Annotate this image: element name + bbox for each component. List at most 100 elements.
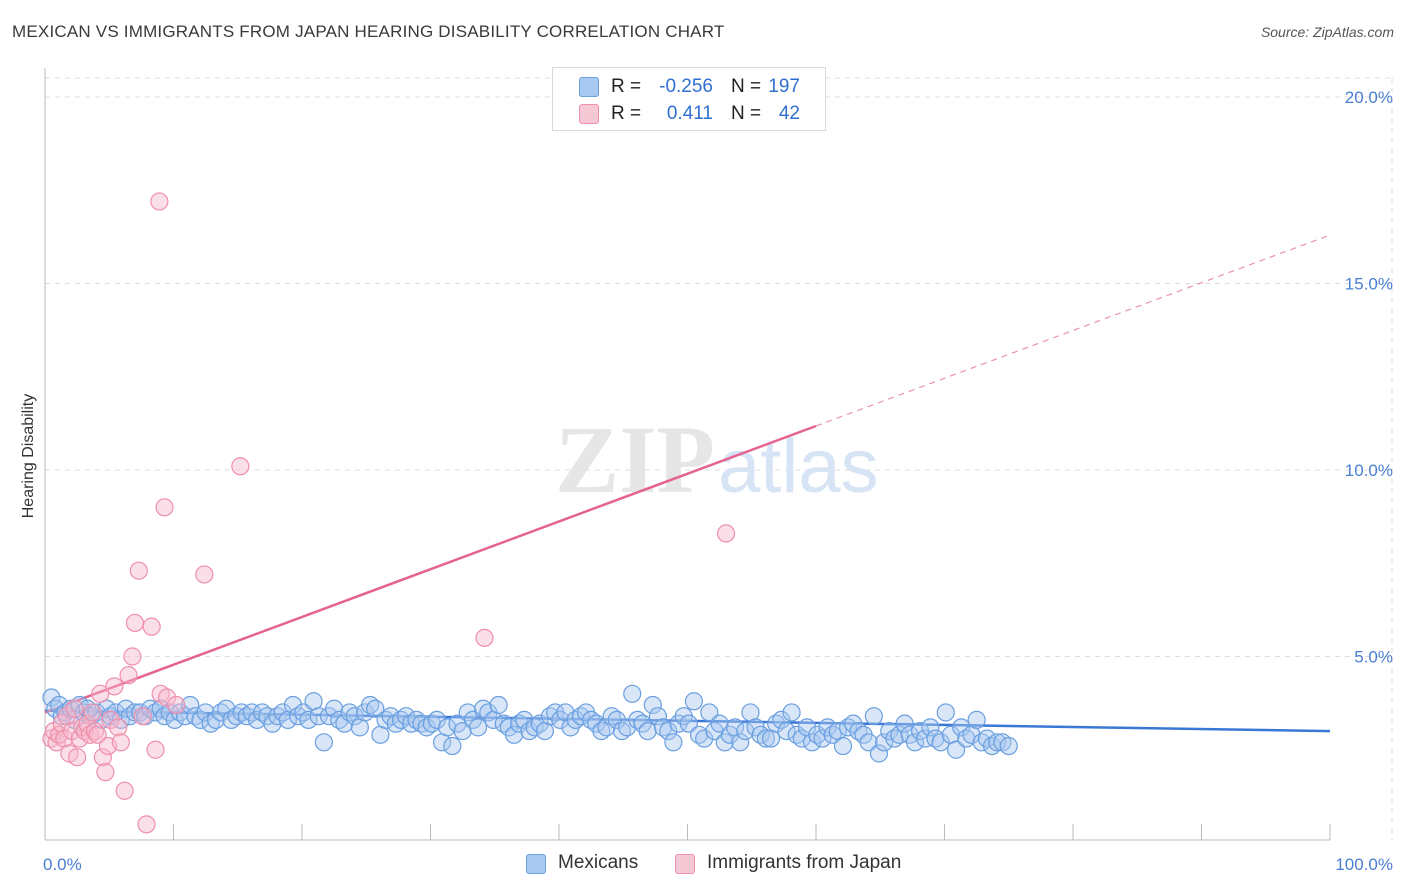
japan-point (155, 498, 174, 517)
japan-point (119, 666, 138, 685)
mexican-point (999, 736, 1018, 756)
mexican-point (181, 695, 200, 715)
watermark-zip: ZIP (555, 406, 715, 513)
mexican-point (427, 710, 447, 730)
mexican-point (890, 725, 909, 744)
mexican-point (196, 703, 215, 722)
japan-point (105, 677, 124, 696)
mexican-point (833, 736, 853, 756)
mexican-point (931, 733, 950, 752)
legend-swatch-blue (526, 854, 546, 874)
legend-r-label: R = (611, 76, 642, 97)
japan-point (62, 721, 82, 741)
japan-point (129, 561, 148, 580)
legend-label-japan: Immigrants from Japan (707, 852, 902, 873)
japan-point (88, 725, 107, 744)
mexican-point (916, 729, 935, 748)
japan-point (83, 703, 102, 722)
mexican-point (952, 718, 971, 737)
mexican-point (283, 695, 303, 715)
japan-point (115, 781, 134, 800)
japan-point (137, 815, 156, 834)
japan-point (123, 647, 142, 666)
legend-n-label: N = (731, 103, 762, 124)
mexican-point (515, 710, 534, 730)
mexican-point (489, 695, 508, 715)
japan-trend-line-dashed (815, 234, 1331, 427)
japan-point (68, 748, 87, 767)
mexican-point (299, 710, 318, 730)
japan-point (93, 748, 112, 767)
mexican-point (782, 703, 801, 722)
mexican-point (438, 718, 457, 737)
mexican-point (325, 699, 344, 718)
legend-swatch-pink (579, 104, 599, 124)
japan-point (716, 524, 736, 543)
chart-title: MEXICAN VS IMMIGRANTS FROM JAPAN HEARING… (12, 22, 725, 41)
japan-point (78, 714, 97, 733)
y-tick-label: 20.0% (1345, 88, 1393, 107)
mexican-point (710, 714, 729, 733)
mexican-point (659, 721, 678, 741)
legend-n-label: N = (731, 76, 762, 97)
mexican-point (813, 729, 832, 748)
mexican-point (111, 710, 130, 730)
mexican-point (936, 703, 955, 722)
mexican-point (648, 707, 668, 726)
japan-point (91, 684, 110, 703)
stats-legend: R = -0.256 N = 197 R = 0.411 N = 42 (552, 67, 826, 131)
watermark: ZIP atlas (555, 406, 879, 513)
mexican-point (314, 733, 333, 752)
mexican-point (756, 729, 775, 748)
japan-point (125, 613, 145, 633)
mexican-point (664, 733, 683, 752)
mexican-point (731, 733, 750, 752)
mexican-point (638, 721, 657, 741)
mexican-point (736, 721, 755, 741)
tick-labels: 5.0% 10.0% 15.0% 20.0% 0.0% 100.0% (43, 88, 1393, 874)
japan-point (65, 699, 84, 718)
mexican-point (864, 707, 883, 726)
legend-n-value: 197 (768, 76, 800, 97)
mexican-point (643, 695, 662, 715)
mexican-point (946, 740, 966, 759)
legend-row-japan: R = 0.411 N = 42 (553, 101, 825, 127)
japan-point (109, 718, 128, 737)
mexican-point (42, 688, 61, 707)
data-points (42, 192, 1018, 834)
mexican-point (335, 714, 354, 733)
mexican-point (309, 707, 328, 726)
mexican-point (859, 733, 878, 752)
mexican-point (905, 733, 925, 752)
x-tick-label: 100.0% (1335, 855, 1393, 874)
series-legend: Mexicans Immigrants from Japan (0, 852, 1406, 878)
mexican-point (792, 729, 811, 748)
japan-point (150, 192, 169, 211)
legend-row-mexicans: R = -0.256 N = 197 (553, 74, 825, 100)
mexican-point (777, 721, 796, 741)
japan-point (146, 740, 165, 759)
japan-point (96, 763, 115, 782)
mexican-point (504, 725, 524, 744)
mexican-point (618, 718, 637, 737)
legend-r-label: R = (611, 103, 642, 124)
mexican-point (217, 699, 236, 718)
japan-point (475, 628, 494, 647)
mexican-point (967, 710, 986, 730)
legend-swatch-pink (675, 854, 695, 874)
mexican-point (875, 733, 894, 752)
legend-r-value: 0.411 (666, 103, 713, 124)
watermark-atlas: atlas (718, 424, 879, 509)
japan-point (195, 565, 214, 584)
mexican-point (695, 729, 714, 748)
mexican-point (453, 721, 472, 741)
mexican-point (443, 736, 462, 756)
mexican-point (607, 710, 626, 730)
mexican-point (345, 707, 364, 726)
legend-r-value: -0.256 (659, 76, 713, 97)
mexican-point (597, 718, 616, 737)
mexican-point (700, 703, 719, 722)
x-tick-label: 0.0% (43, 855, 82, 874)
y-tick-label: 15.0% (1345, 275, 1393, 294)
